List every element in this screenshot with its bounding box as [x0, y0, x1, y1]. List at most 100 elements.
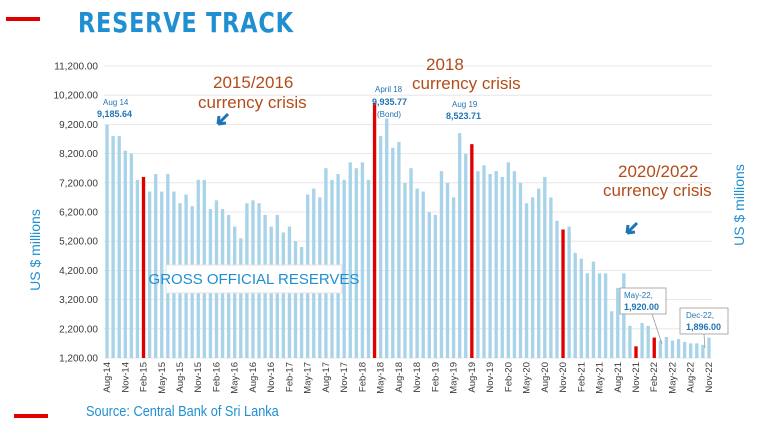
x-tick-label: Nov-21 — [631, 362, 642, 393]
top-red-dash — [6, 17, 40, 21]
x-tick-label: Nov-16 — [266, 362, 277, 393]
bar — [591, 261, 596, 358]
x-tick-label: Nov-22 — [704, 362, 715, 393]
bar — [524, 203, 529, 358]
y-tick-label: 9,200.00 — [59, 120, 98, 131]
y-axis-label-left: US $ millions — [27, 209, 43, 291]
annotation-dec22-label: Dec-22, — [686, 311, 714, 320]
bar — [530, 197, 535, 358]
bar — [433, 214, 438, 358]
bar — [579, 258, 583, 358]
annotation-apr18-note: (Bond) — [377, 110, 401, 119]
y-tick-label: 8,200.00 — [59, 149, 98, 160]
crisis-2015-year: 2015/2016 — [213, 73, 293, 92]
bar — [451, 197, 456, 358]
crisis-2015-text: currency crisis — [198, 93, 307, 112]
x-tick-label: Feb-22 — [649, 362, 660, 392]
bar — [348, 162, 352, 358]
crisis-2020-text: currency crisis — [603, 181, 712, 200]
bar — [622, 273, 626, 358]
x-tick-label: May-16 — [230, 362, 241, 394]
y-tick-label: 5,200.00 — [59, 237, 98, 248]
x-tick-label: Aug-22 — [686, 362, 697, 393]
bar — [324, 168, 328, 358]
annotation-dec22-leader — [703, 333, 706, 349]
x-tick-label: Nov-17 — [339, 362, 350, 393]
y-axis-label-right: US $ millions — [731, 164, 747, 246]
x-tick-label: Aug-14 — [102, 362, 113, 393]
bar — [482, 165, 486, 358]
bar — [628, 325, 632, 358]
bar — [543, 176, 547, 358]
x-tick-label: Aug-18 — [394, 362, 405, 393]
bar — [293, 241, 298, 358]
bar — [281, 232, 286, 358]
bar-highlight — [470, 144, 474, 358]
bar — [445, 182, 450, 358]
annotation-may22-label: May-22, — [624, 291, 653, 300]
x-tick-label: May-17 — [303, 362, 314, 394]
x-tick-label: May-20 — [522, 362, 533, 394]
x-tick-label: Aug-21 — [613, 362, 624, 393]
x-tick-label: Aug-15 — [175, 362, 186, 393]
crisis-2020-year: 2020/2022 — [618, 162, 698, 181]
bar — [299, 247, 304, 358]
bar — [123, 150, 127, 358]
bar — [682, 341, 687, 358]
series-label: GROSS OFFICIAL RESERVES — [149, 271, 360, 288]
bar — [701, 344, 705, 358]
annotation-apr18-value: 9,935.77 — [372, 97, 407, 107]
bar-highlight — [372, 102, 377, 358]
x-tick-label: Nov-15 — [193, 362, 204, 393]
annotation-may22-value: 1,920.00 — [624, 302, 659, 312]
bar — [707, 337, 711, 358]
arrow-icon — [625, 221, 639, 235]
y-tick-label: 7,200.00 — [59, 178, 98, 189]
bar — [494, 171, 498, 358]
x-tick-label: Aug-17 — [321, 362, 332, 393]
bar — [537, 188, 541, 358]
bottom-red-dash — [14, 414, 48, 418]
page-title: RESERVE TRACK — [78, 6, 294, 39]
bar — [135, 179, 140, 358]
bar — [488, 174, 492, 358]
bar — [658, 340, 662, 358]
x-tick-label: May-18 — [376, 362, 387, 394]
x-tick-label: Feb-16 — [211, 362, 222, 392]
bar — [160, 191, 164, 358]
bar — [421, 191, 425, 358]
bar — [378, 136, 383, 358]
y-tick-label: 10,200.00 — [54, 91, 99, 102]
x-tick-label: Feb-21 — [576, 362, 587, 392]
series-label-box — [165, 264, 343, 294]
annotation-aug19-value: 8,523.71 — [446, 111, 481, 121]
x-tick-label: May-19 — [449, 362, 460, 394]
bar — [360, 162, 365, 358]
bar — [239, 238, 243, 358]
y-tick-labels: 1,200.00 2,200.00 3,200.00 4,200.00 5,200.00… — [54, 62, 99, 365]
bar — [105, 124, 109, 358]
bar — [597, 273, 602, 358]
bar-highlight — [561, 229, 565, 358]
bar — [385, 118, 389, 358]
bar — [427, 212, 431, 358]
bar — [573, 252, 577, 358]
bar — [154, 174, 158, 358]
bar — [464, 153, 468, 358]
x-tick-label: Aug-19 — [467, 362, 478, 393]
bar — [147, 191, 152, 358]
x-tick-label: Feb-19 — [430, 362, 441, 392]
bar — [616, 287, 620, 358]
bar — [670, 340, 675, 358]
x-tick-label: Aug-16 — [248, 362, 259, 393]
bar — [476, 171, 480, 358]
bar — [342, 179, 346, 358]
x-tick-label: Feb-20 — [503, 362, 514, 392]
source-note: Source: Central Bank of Sri Lanka — [86, 403, 279, 420]
x-tick-label: Nov-20 — [558, 362, 569, 393]
bar — [439, 171, 444, 358]
y-tick-label: 3,200.00 — [59, 295, 98, 306]
bar-highlight — [634, 346, 638, 358]
bar — [391, 147, 395, 358]
y-tick-label: 6,200.00 — [59, 208, 98, 219]
